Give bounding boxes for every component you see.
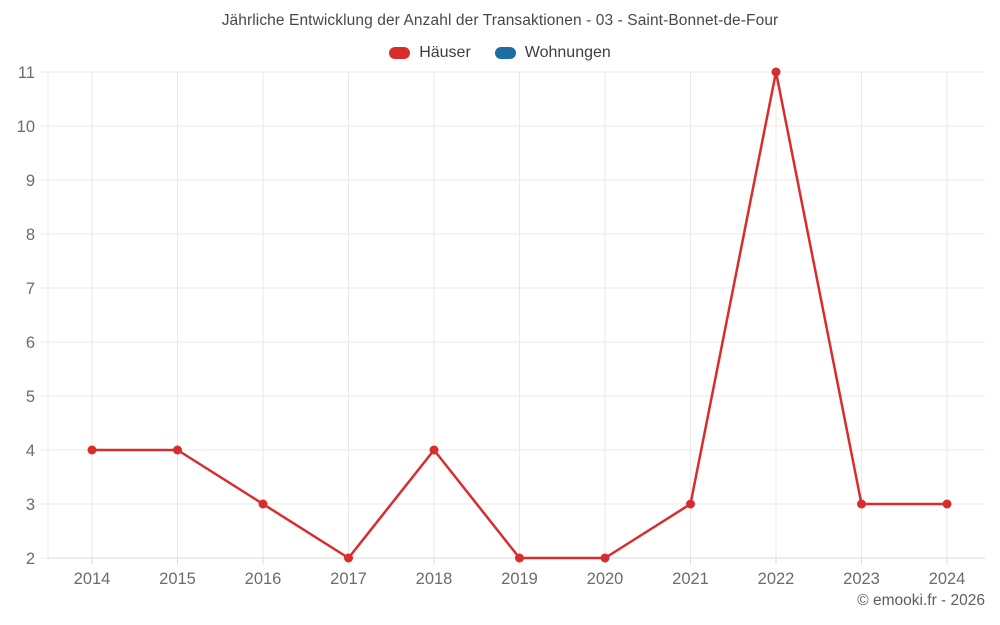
x-axis-label: 2018 bbox=[416, 570, 453, 588]
x-axis-label: 2015 bbox=[159, 570, 196, 588]
x-axis-label: 2022 bbox=[758, 570, 795, 588]
x-axis-label: 2014 bbox=[74, 570, 111, 588]
legend-label-wohnungen: Wohnungen bbox=[524, 44, 611, 61]
legend-swatch-wohnungen-icon bbox=[494, 47, 516, 59]
legend-item-wohnungen[interactable]: Wohnungen bbox=[494, 44, 611, 62]
data-point-2014[interactable] bbox=[87, 445, 97, 455]
data-point-2022[interactable] bbox=[771, 67, 781, 77]
y-axis-label: 5 bbox=[26, 388, 35, 406]
chart-title: Jährliche Entwicklung der Anzahl der Tra… bbox=[221, 12, 779, 29]
legend-label-haeuser: Häuser bbox=[419, 44, 471, 61]
data-point-2019[interactable] bbox=[515, 553, 524, 563]
data-point-2015[interactable] bbox=[173, 445, 182, 455]
data-point-2018[interactable] bbox=[429, 445, 439, 455]
data-point-2016[interactable] bbox=[258, 499, 268, 509]
legend: Häuser Wohnungen bbox=[0, 44, 1000, 62]
legend-swatch-haeuser-icon bbox=[389, 47, 411, 59]
x-axis-label: 2023 bbox=[843, 570, 880, 588]
y-axis-label: 7 bbox=[26, 280, 35, 298]
y-axis-label: 4 bbox=[26, 442, 35, 460]
data-point-2023[interactable] bbox=[857, 499, 866, 509]
y-axis-label: 3 bbox=[26, 496, 35, 514]
y-axis-label: 10 bbox=[17, 118, 35, 136]
x-axis-label: 2019 bbox=[501, 570, 538, 588]
data-point-2024[interactable] bbox=[942, 499, 952, 509]
x-axis-label: 2017 bbox=[330, 570, 367, 588]
data-point-2017[interactable] bbox=[344, 553, 353, 563]
x-axis-label: 2021 bbox=[672, 570, 709, 588]
y-axis-label: 8 bbox=[26, 226, 35, 244]
x-axis-label: 2016 bbox=[245, 570, 282, 588]
legend-item-haeuser[interactable]: Häuser bbox=[389, 44, 471, 62]
data-point-2021[interactable] bbox=[686, 499, 695, 509]
y-axis-label: 11 bbox=[18, 64, 35, 82]
copyright-credit: © emooki.fr - 2026 bbox=[857, 592, 985, 609]
x-axis-label: 2020 bbox=[587, 570, 624, 588]
y-axis-label: 6 bbox=[26, 334, 35, 352]
y-axis-label: 2 bbox=[26, 550, 35, 568]
data-point-2020[interactable] bbox=[600, 553, 610, 563]
x-axis-label: 2024 bbox=[929, 570, 966, 588]
y-axis-label: 9 bbox=[26, 172, 35, 190]
